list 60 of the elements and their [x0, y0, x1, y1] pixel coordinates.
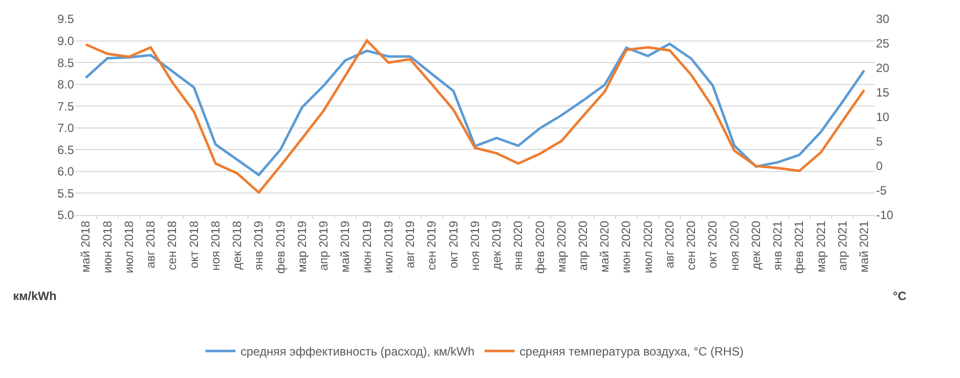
y-tick-label: 8.5 — [57, 56, 74, 70]
x-tick-label: июн 2019 — [360, 220, 374, 274]
y2-tick-label: 30 — [876, 12, 890, 26]
y2-tick-label: 0 — [876, 159, 883, 174]
y-tick-label: 7.5 — [57, 99, 74, 114]
x-tick-label: ноя 2019 — [468, 220, 482, 271]
y-tick-label: 6.5 — [57, 142, 74, 157]
x-tick-label: май 2018 — [78, 220, 93, 272]
x-tick-label: фев 2019 — [273, 220, 288, 274]
x-tick-label: окт 2020 — [706, 220, 720, 268]
x-tick-label: авг 2020 — [662, 220, 676, 268]
x-tick-label: май 2020 — [598, 220, 612, 272]
x-tick-label: май 2019 — [338, 220, 352, 272]
x-tick-label: мар 2020 — [554, 220, 568, 272]
x-tick-label: апр 2019 — [316, 220, 331, 271]
x-tick-label: ноя 2018 — [208, 220, 222, 271]
x-tick-label: дек 2018 — [230, 220, 244, 270]
x-tick-label: янв 2020 — [511, 220, 526, 270]
x-tick-label: июл 2020 — [640, 220, 655, 274]
x-tick-label: май 2021 — [857, 220, 872, 272]
x-tick-label: ноя 2020 — [727, 220, 742, 271]
x-tick-label: июл 2019 — [381, 220, 396, 274]
y-axis-title: км/kWh — [13, 289, 57, 303]
legend-label: средняя температура воздуха, °C (RHS) — [520, 344, 744, 359]
y2-tick-label: 5 — [876, 134, 883, 149]
y-tick-label: 8.0 — [57, 78, 74, 92]
x-tick-label: окт 2018 — [186, 220, 201, 268]
x-tick-label: фев 2020 — [532, 220, 547, 274]
y-tick-label: 9.5 — [57, 12, 74, 26]
y-tick-label: 5.5 — [57, 186, 74, 200]
y2-tick-label: 25 — [876, 36, 890, 51]
y2-tick-label: 15 — [876, 86, 890, 100]
y-tick-label: 7.0 — [57, 121, 74, 136]
x-tick-label: авг 2018 — [144, 220, 158, 268]
x-tick-label: сен 2020 — [684, 220, 698, 270]
x-tick-label: янв 2021 — [770, 220, 785, 270]
y2-tick-label: 10 — [876, 110, 890, 124]
x-tick-label: апр 2021 — [835, 220, 850, 271]
y-tick-label: 5.0 — [57, 208, 74, 222]
x-tick-label: сен 2018 — [165, 220, 180, 270]
x-tick-label: мар 2021 — [814, 220, 828, 272]
x-tick-label: авг 2019 — [403, 220, 418, 268]
x-tick-label: янв 2019 — [252, 220, 266, 270]
y-tick-label: 9.0 — [57, 34, 74, 48]
x-tick-label: июн 2018 — [100, 220, 114, 274]
y2-axis-title: °C — [893, 289, 907, 303]
x-tick-label: окт 2019 — [446, 220, 460, 268]
y-tick-label: 6.0 — [57, 164, 74, 179]
x-tick-label: мар 2019 — [294, 220, 309, 272]
x-tick-label: сен 2019 — [424, 220, 439, 270]
y2-tick-label: 20 — [876, 61, 890, 76]
y2-tick-label: -10 — [876, 208, 894, 222]
x-tick-label: фев 2021 — [792, 220, 806, 274]
x-tick-label: июл 2018 — [122, 220, 136, 274]
x-tick-label: апр 2020 — [576, 220, 590, 271]
x-tick-label: дек 2019 — [490, 220, 504, 270]
legend-label: средняя эффективность (расход), км/kWh — [240, 344, 475, 359]
x-tick-label: июн 2020 — [619, 220, 634, 274]
y2-tick-label: -5 — [876, 184, 887, 198]
x-tick-label: дек 2020 — [748, 220, 763, 270]
